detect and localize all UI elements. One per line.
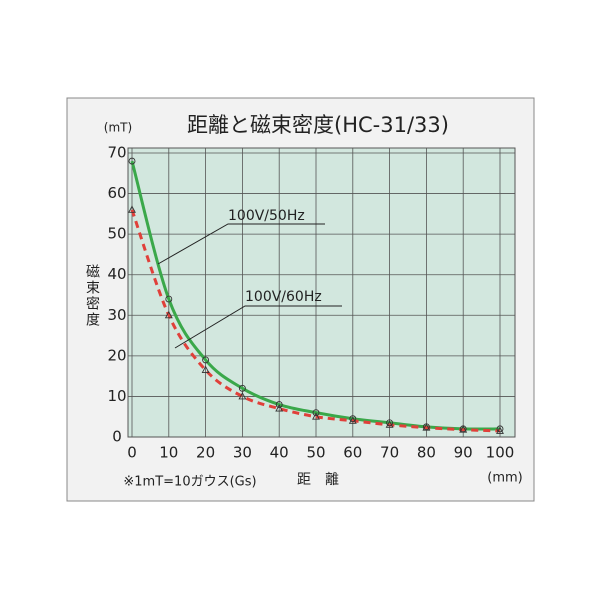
x-tick-label: 50 (306, 444, 325, 462)
note: ※1mT=10ガウス(Gs) (123, 475, 256, 490)
y-tick-label: 60 (107, 184, 126, 202)
x-tick-label: 30 (233, 444, 252, 462)
point (459, 425, 468, 433)
point (275, 404, 284, 412)
y-unit: (mT) (104, 121, 132, 135)
point (238, 391, 247, 400)
y-tick-label: 70 (107, 144, 126, 162)
point (496, 426, 504, 434)
series-label: 100V/50Hz (228, 208, 305, 224)
series-label: 100V/60Hz (245, 289, 322, 305)
x-tick-label: 0 (127, 444, 137, 462)
point (386, 419, 394, 427)
x-tick-label: 80 (417, 444, 436, 462)
x-tick-label: 60 (343, 444, 362, 462)
series-line (130, 160, 501, 431)
y-tick-label: 40 (107, 265, 126, 283)
x-tick-label: 10 (159, 444, 178, 462)
x-tick-label: 100 (486, 444, 515, 462)
point (275, 401, 283, 408)
x-tick-label: 90 (454, 444, 473, 462)
leader-line (157, 223, 325, 265)
x-tick-label: 70 (380, 444, 399, 462)
point (128, 205, 136, 213)
point (128, 157, 136, 165)
x-tick-label: 40 (270, 444, 289, 462)
plot-area (127, 147, 516, 438)
y-tick-label: 10 (107, 387, 126, 405)
point (312, 412, 320, 420)
point (496, 425, 504, 433)
y-tick-label: 0 (112, 428, 122, 446)
point (202, 356, 210, 364)
x-label: 距 離 (297, 471, 339, 488)
point (164, 310, 173, 319)
point (422, 423, 431, 431)
point (238, 384, 246, 392)
point (165, 295, 173, 303)
leader-line (174, 305, 342, 349)
y-tick-label: 30 (107, 306, 126, 324)
y-label: 磁束密度 (84, 264, 100, 328)
point (348, 416, 357, 424)
x-tick-label: 20 (196, 444, 215, 462)
y-tick-label: 20 (107, 346, 126, 364)
y-tick-label: 50 (107, 225, 126, 243)
chart-title: 距離と磁束密度(HC-31/33) (187, 113, 449, 137)
x-unit: (mm) (487, 471, 522, 486)
point (201, 365, 210, 374)
point (349, 415, 357, 423)
point (312, 409, 320, 417)
point (385, 420, 394, 428)
